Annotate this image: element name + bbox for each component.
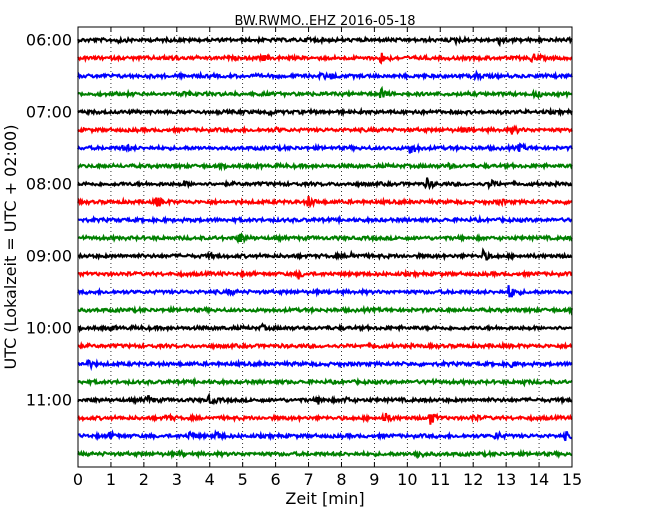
x-tick-label: 5: [238, 470, 248, 489]
x-tick-label: 3: [172, 470, 182, 489]
seismic-trace: [77, 161, 573, 172]
chart-title: BW.RWMO..EHZ 2016-05-18: [234, 14, 415, 29]
y-tick-label: 10:00: [26, 319, 72, 338]
grid-lines: [110, 27, 540, 467]
x-tick-label: 0: [73, 470, 83, 489]
y-tick-label: 09:00: [26, 247, 72, 266]
seismic-trace: [77, 448, 573, 460]
x-tick-label: 4: [205, 470, 215, 489]
y-tick-label: 11:00: [26, 391, 72, 410]
x-tick-label: 1: [106, 470, 116, 489]
seismic-trace: [77, 304, 573, 316]
seismic-trace: [77, 124, 573, 136]
seismic-trace: [77, 34, 573, 48]
y-tick-label: 08:00: [26, 175, 72, 194]
x-axis-label: Zeit [min]: [285, 489, 364, 508]
seismic-trace: [77, 177, 573, 191]
x-tick-label: 9: [369, 470, 379, 489]
seismic-trace: [77, 85, 573, 100]
seismic-trace: [77, 247, 573, 262]
seismic-trace: [77, 376, 573, 388]
seismic-trace: [77, 268, 573, 280]
x-tick-label: 11: [430, 470, 450, 489]
x-tick-label: 6: [271, 470, 281, 489]
x-tick-label: 14: [529, 470, 549, 489]
plot-frame: [77, 26, 573, 468]
seismic-trace: [77, 231, 573, 245]
x-tick-label: 12: [463, 470, 483, 489]
x-tick-label: 15: [562, 470, 582, 489]
seismic-trace: [77, 392, 573, 406]
seismic-trace: [77, 106, 573, 118]
axis-ticks: 0 1 2 3 4 5 6 7 8 9 10 11 12 13 14 1506:0007:0008:0009:…: [26, 27, 582, 489]
trace-group: [77, 34, 573, 460]
seismic-trace: [77, 69, 573, 82]
seismic-trace: [77, 340, 573, 351]
x-tick-label: 2: [139, 470, 149, 489]
seismic-trace: [77, 285, 573, 298]
seismic-trace: [77, 142, 573, 154]
x-tick-label: 8: [336, 470, 346, 489]
y-axis-label: UTC (Lokalzeit = UTC + 02:00): [1, 125, 20, 370]
x-tick-label: 10: [397, 470, 417, 489]
seismic-trace: [77, 358, 573, 372]
seismic-trace: [77, 214, 573, 226]
seismic-trace: [77, 411, 573, 425]
seismic-trace: [77, 195, 573, 209]
x-tick-label: 7: [303, 470, 313, 489]
y-tick-label: 07:00: [26, 103, 72, 122]
x-tick-label: 13: [496, 470, 516, 489]
seismic-trace: [77, 52, 573, 65]
y-tick-label: 06:00: [26, 31, 72, 50]
seismic-trace: [77, 322, 573, 334]
seismic-trace: [77, 429, 573, 442]
